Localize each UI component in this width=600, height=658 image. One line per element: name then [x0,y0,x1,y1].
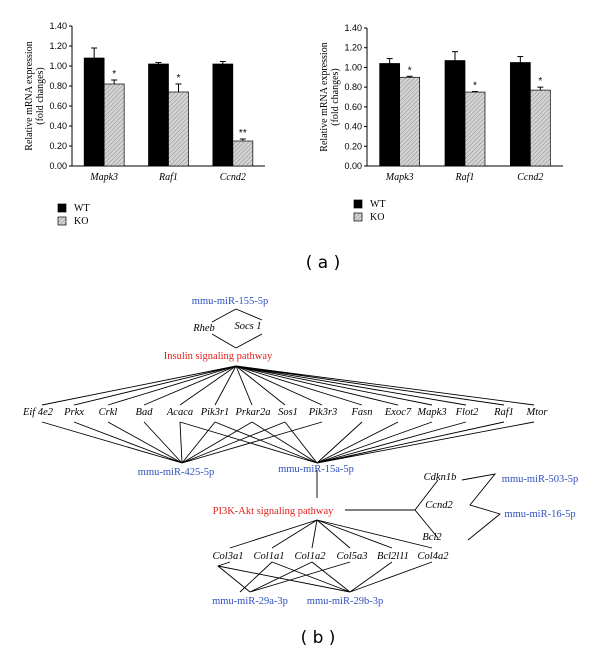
gene-label-col3a1: Col3a1 [213,551,244,562]
right-y-tick-label: 0.60 [344,102,362,112]
gene-label-bad: Bad [136,407,154,418]
gene-label-pik3r1: Pik3r1 [200,407,230,418]
left-y-tick-label: 1.00 [49,61,67,71]
right-bar-wt-raf1 [444,60,466,167]
left-y-tick-label: 0.60 [49,101,67,111]
right-bar-ko-ccnd2 [529,89,551,167]
gene-label-raf1: Raf1 [493,407,514,418]
left-legend-label-ko: KO [74,216,88,227]
left-bar-wt-mapk3 [83,57,105,167]
left-y-tick-label: 0.80 [49,81,67,91]
left-y-tick-label: 0.20 [49,141,67,151]
left-legend-swatch-ko [57,216,67,226]
gene-label-fasn: Fasn [351,407,373,418]
left-y-axis-label: (fold changes) [35,67,46,124]
left-y-tick-label: 1.40 [49,21,67,31]
right-bar-ko-raf1 [464,91,486,167]
left-y-tick-label: 1.20 [49,41,67,51]
network-edges [41,308,535,593]
right-y-tick-label: 1.20 [344,43,362,53]
gene-label-cdkn1b: Cdkn1b [424,472,457,483]
right-legend-swatch-wt [353,199,363,209]
network-diagram: mmu-miR-155-5p Rheb Socs 1 Insulin signa… [22,296,578,607]
pathway-label-pi3k: PI3K-Akt signaling pathway [213,506,334,517]
right-significance-mark: * [473,81,477,92]
right-y-tick-label: 0.00 [344,161,362,171]
right-x-tick-label: Mapk3 [385,172,414,183]
panel-b-label: ( b ) [301,628,336,648]
left-y-tick-label: 0.00 [49,161,67,171]
right-bar-ko-mapk3 [399,76,421,167]
bar-chart-left: 0.00 0.20 0.40 0.60 0.80 1.00 1.20 1.40 Relative… [24,21,265,227]
right-y-tick-label: 0.20 [344,141,362,151]
mirna-label-155: mmu-miR-155-5p [192,296,268,307]
left-x-tick-label: Raf1 [158,172,178,183]
left-bar-wt-raf1 [148,63,169,167]
gene-label-col5a3: Col5a3 [337,551,368,562]
gene-label-ccnd2: Ccnd2 [425,500,453,511]
gene-label-crkl: Crkl [99,407,118,418]
mirna-label-425: mmu-miR-425-5p [138,467,214,478]
left-legend-label-wt: WT [74,203,90,214]
left-x-tick-label: Mapk3 [89,172,118,183]
right-y-tick-label: 1.40 [344,23,362,33]
right-legend-swatch-ko [353,212,363,222]
mirna-label-503: mmu-miR-503-5p [502,474,578,485]
gene-label-socs1: Socs 1 [234,321,261,332]
left-significance-mark: * [112,69,116,80]
left-y-tick-label: 0.40 [49,121,67,131]
left-bar-wt-ccnd2 [212,63,234,167]
gene-label-mapk3: Mapk3 [416,407,446,418]
left-legend-swatch-wt [57,203,67,213]
gene-label-col1a2: Col1a2 [295,551,327,562]
gene-label-col4a2: Col4a2 [418,551,450,562]
left-significance-mark: * [177,73,181,84]
panel-a-label: ( a ) [306,253,341,273]
gene-label-col1a1: Col1a1 [254,551,285,562]
gene-label-bcl2: Bcl2 [422,532,442,543]
gene-label-mtor: Mtor [526,407,549,418]
right-legend-label-ko: KO [370,212,384,223]
mirna-label-29a: mmu-miR-29a-3p [212,596,288,607]
gene-label-rheb: Rheb [192,323,215,334]
left-bar-ko-mapk3 [103,83,125,167]
left-significance-mark: ** [239,128,247,139]
gene-label-bcl2l11: Bcl2l11 [377,551,409,562]
left-bar-ko-raf1 [168,91,189,167]
mirna-label-29b: mmu-miR-29b-3p [307,596,383,607]
mirna-label-16: mmu-miR-16-5p [504,509,575,520]
bar-chart-right: 0.00 0.20 0.40 0.60 0.80 1.00 1.20 1.40 Relative… [319,23,563,223]
right-y-tick-label: 0.40 [344,122,362,132]
gene-label-prkx: Prkx [63,407,84,418]
right-bar-wt-mapk3 [379,63,401,167]
right-y-tick-label: 1.00 [344,62,362,72]
right-significance-mark: * [408,65,412,76]
gene-label-acaca: Acaca [166,407,193,418]
gene-label-prkar2a: Prkar2a [235,407,271,418]
mirna-label-15a: mmu-miR-15a-5p [278,464,354,475]
gene-label-pik3r3: Pik3r3 [308,407,338,418]
right-y-axis-label: Relative mRNA expression [319,42,330,151]
right-y-tick-label: 0.80 [344,82,362,92]
gene-label-eif4e2: Eif 4e2 [22,407,54,418]
left-y-axis-label: Relative mRNA expression [24,41,35,150]
gene-label-exoc7: Exoc7 [384,407,412,418]
gene-label-flot2: Flot2 [455,407,479,418]
right-x-tick-label: Raf1 [455,172,475,183]
right-bar-wt-ccnd2 [509,62,531,167]
gene-label-sos1: Sos1 [278,407,298,418]
left-bar-ko-ccnd2 [232,140,254,167]
right-significance-mark: * [538,76,542,87]
right-y-axis-label: (fold changes) [330,68,341,125]
pathway-label-insulin: Insulin signaling pathway [164,351,273,362]
right-legend-label-wt: WT [370,199,386,210]
left-x-tick-label: Ccnd2 [220,172,246,183]
right-x-tick-label: Ccnd2 [517,172,543,183]
